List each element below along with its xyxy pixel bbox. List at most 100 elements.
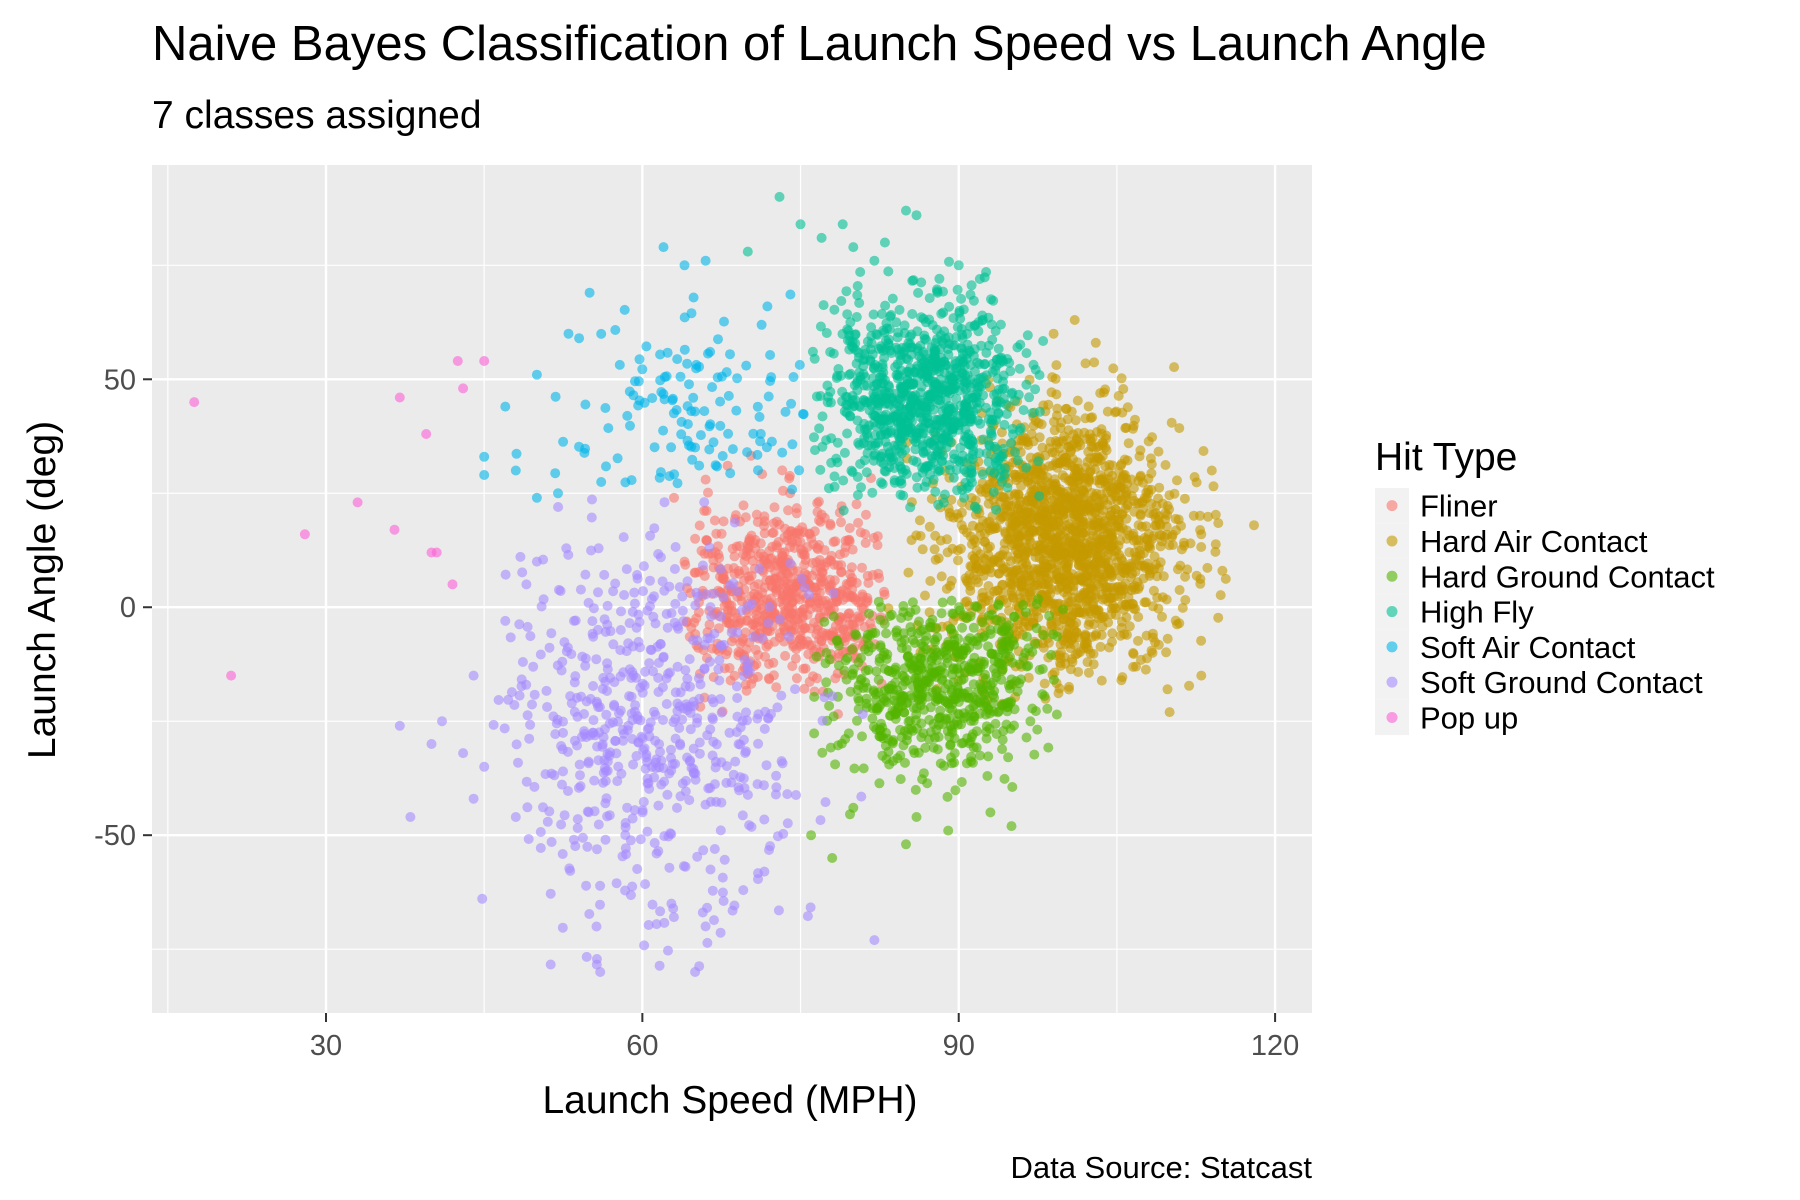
legend-label: Soft Air Contact — [1420, 630, 1636, 665]
data-point — [777, 465, 788, 476]
data-point — [1006, 821, 1017, 832]
data-point — [1128, 531, 1138, 541]
data-point — [963, 686, 973, 697]
data-point — [705, 783, 716, 793]
data-point — [531, 556, 542, 567]
data-point — [658, 425, 669, 436]
data-point — [891, 317, 902, 328]
data-point — [601, 461, 611, 472]
data-point — [1077, 517, 1088, 528]
data-point — [865, 618, 876, 629]
data-point — [875, 614, 886, 625]
data-point — [1130, 553, 1141, 564]
data-point — [740, 748, 751, 758]
data-point — [986, 414, 997, 425]
data-point — [1092, 522, 1103, 533]
data-point — [695, 679, 706, 690]
data-point — [1001, 500, 1011, 511]
data-point — [1090, 337, 1101, 348]
data-point — [830, 673, 841, 684]
data-point — [985, 465, 996, 476]
data-point — [954, 668, 965, 679]
data-point — [517, 657, 528, 667]
data-point — [1125, 572, 1136, 583]
data-point — [799, 683, 810, 694]
data-point — [637, 364, 648, 375]
data-point — [1047, 372, 1058, 383]
data-point — [654, 960, 665, 971]
data-point — [1098, 495, 1109, 506]
data-point — [991, 668, 1002, 679]
data-point — [642, 826, 653, 837]
data-point — [772, 831, 783, 842]
data-point — [634, 642, 645, 653]
data-point — [702, 937, 713, 948]
data-point — [694, 748, 705, 759]
data-point — [715, 396, 726, 407]
data-point — [719, 316, 729, 327]
data-point — [718, 592, 729, 603]
data-point — [624, 386, 635, 397]
data-point — [941, 653, 952, 664]
data-point — [1021, 348, 1032, 359]
data-point — [986, 430, 997, 441]
data-point — [918, 415, 929, 426]
data-point — [871, 666, 882, 677]
data-point — [709, 915, 719, 926]
data-point — [1010, 447, 1020, 457]
data-point — [1129, 495, 1140, 506]
data-point — [601, 709, 612, 720]
data-point — [189, 397, 200, 408]
data-point — [619, 590, 630, 600]
data-point — [653, 800, 664, 811]
data-point — [742, 246, 753, 257]
data-point — [706, 611, 717, 622]
data-point — [719, 854, 730, 865]
data-point — [822, 599, 833, 610]
data-point — [561, 543, 572, 554]
data-point — [1014, 625, 1024, 636]
data-point — [1047, 447, 1058, 458]
data-point — [1048, 515, 1059, 526]
data-point — [591, 654, 602, 665]
data-point — [828, 611, 839, 622]
data-point — [1003, 680, 1014, 691]
data-point — [1098, 577, 1109, 588]
data-point — [944, 731, 955, 742]
data-point — [437, 716, 447, 727]
data-point — [1012, 342, 1023, 353]
data-point — [1100, 461, 1111, 472]
data-point — [1016, 576, 1027, 587]
data-point — [527, 699, 537, 710]
data-point — [953, 697, 964, 707]
data-point — [878, 378, 889, 389]
data-point — [545, 959, 556, 970]
data-point — [1196, 635, 1207, 646]
data-point — [910, 436, 921, 447]
data-point — [825, 742, 836, 753]
data-point — [1016, 480, 1027, 491]
data-point — [1083, 477, 1094, 487]
data-point — [1116, 495, 1126, 506]
data-point — [755, 538, 766, 549]
data-point — [752, 401, 763, 412]
data-point — [930, 685, 941, 696]
data-point — [522, 802, 533, 813]
data-point — [935, 758, 946, 769]
data-point — [916, 718, 927, 729]
data-point — [813, 496, 824, 507]
data-point — [1172, 475, 1182, 486]
data-point — [586, 512, 597, 523]
data-point — [939, 356, 949, 367]
data-point — [870, 440, 881, 451]
data-point — [1041, 500, 1052, 511]
data-point — [1030, 638, 1041, 649]
data-point — [522, 710, 533, 721]
data-point — [1120, 578, 1131, 589]
data-point — [651, 919, 662, 930]
data-point — [754, 411, 765, 422]
data-point — [666, 442, 677, 453]
data-point — [596, 477, 607, 487]
data-point — [918, 313, 929, 324]
